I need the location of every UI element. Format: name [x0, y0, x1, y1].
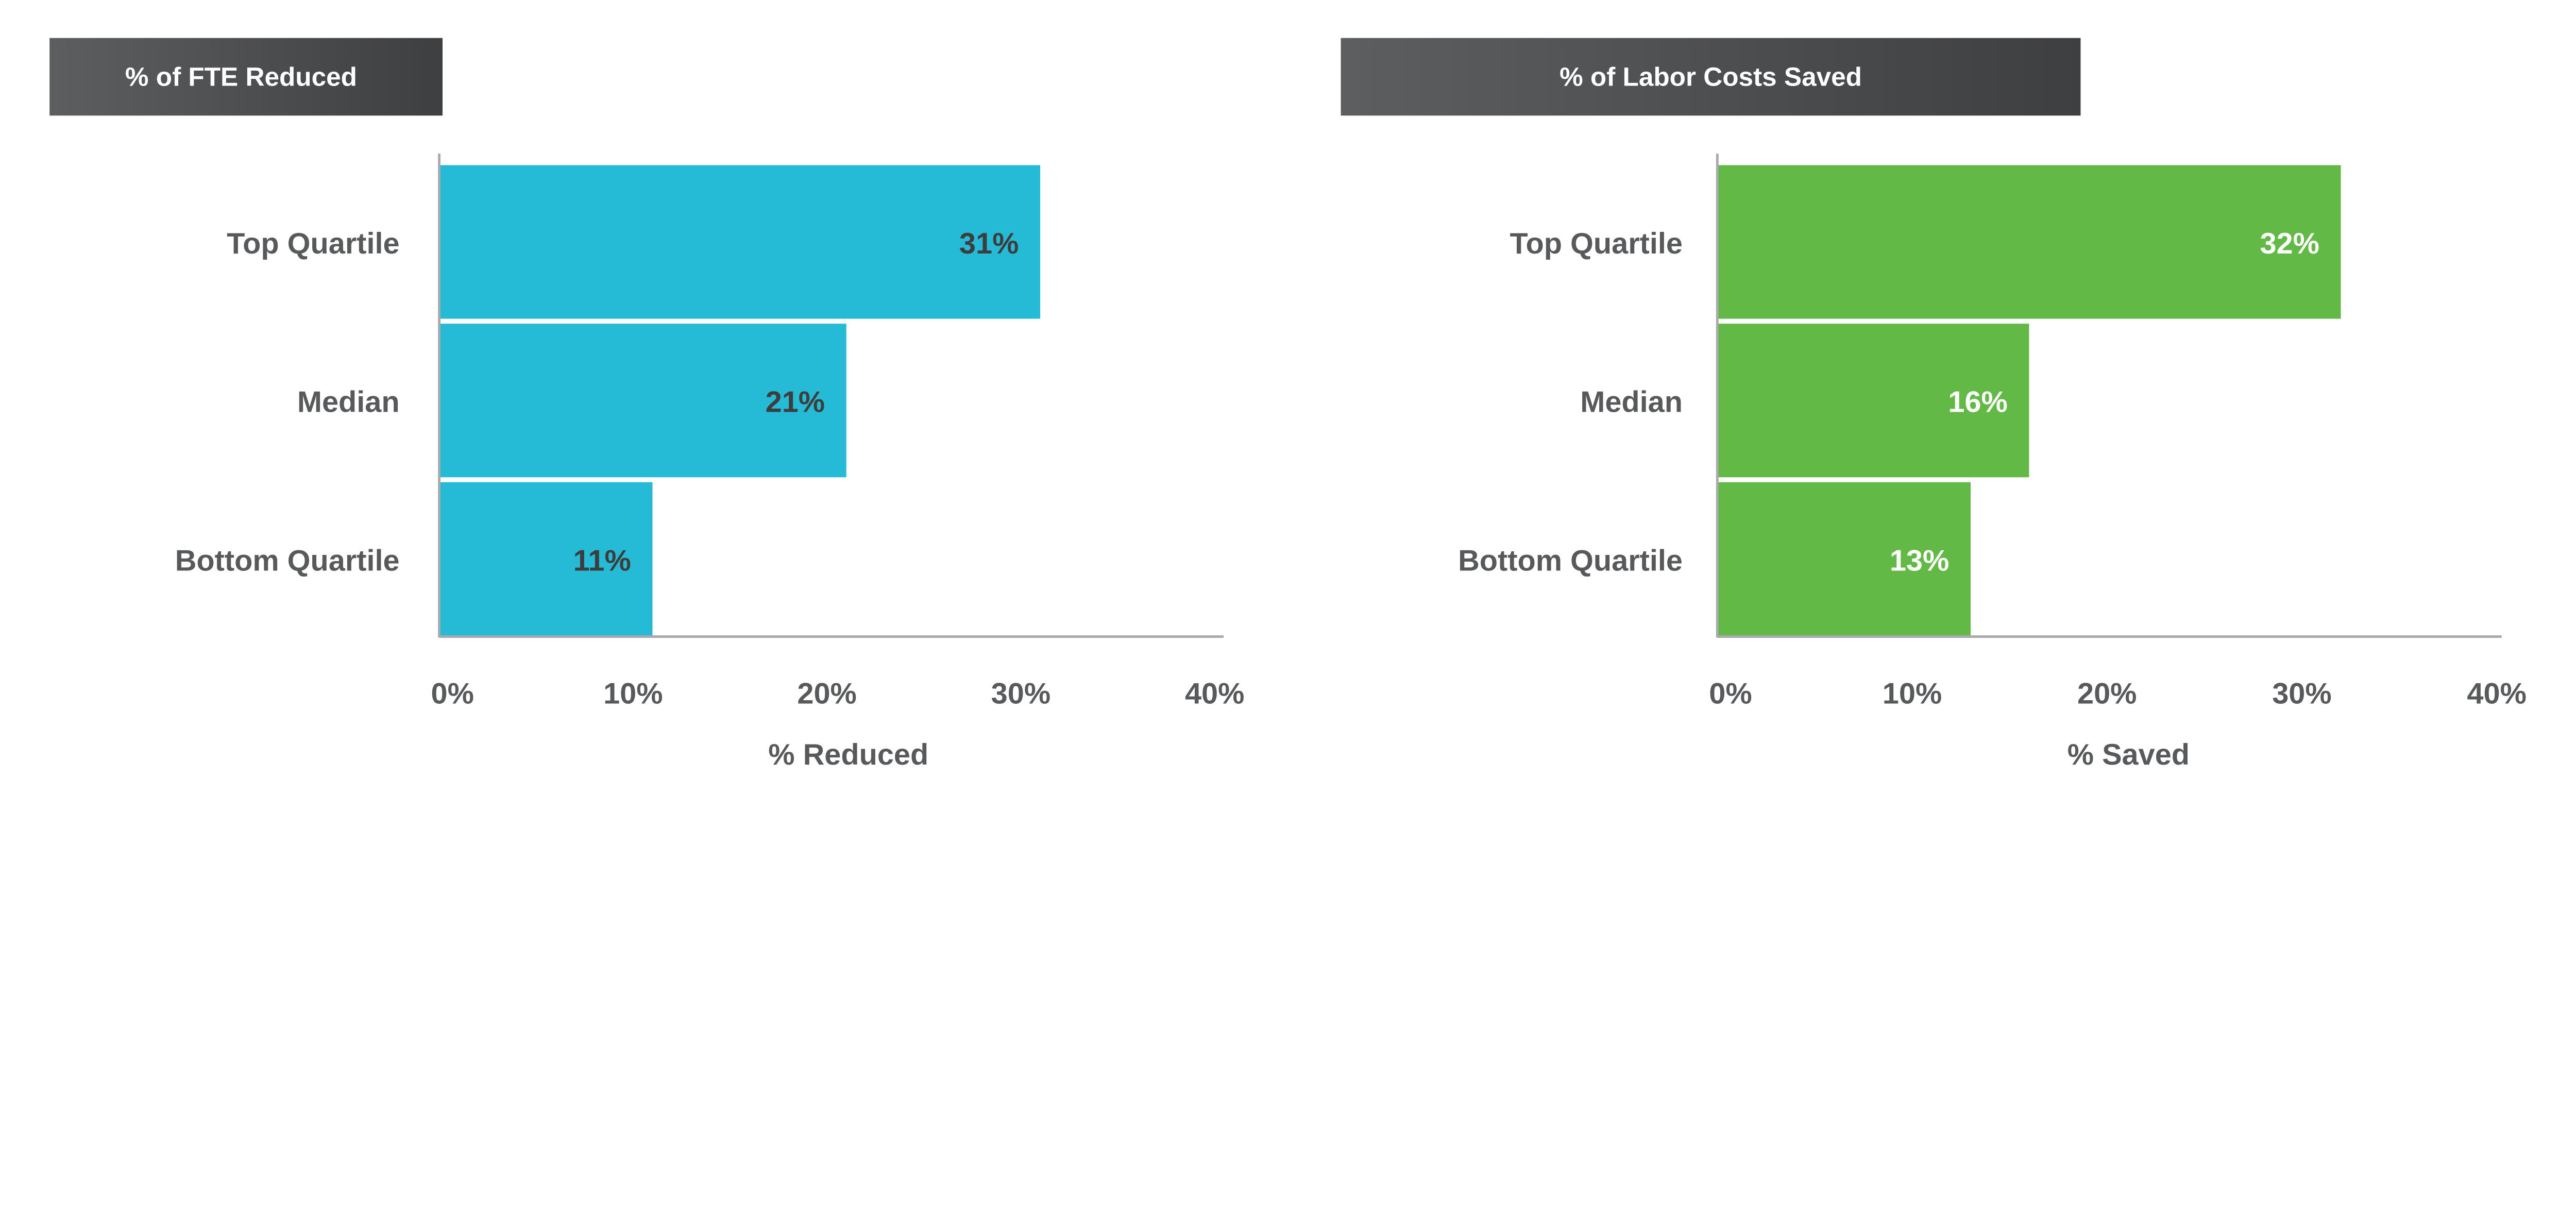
x-tick-label: 20% — [797, 677, 856, 710]
data-label: 13% — [1890, 544, 1949, 577]
chart-panel-2: % of Labor Costs Saved 32% Top Quartile 16%… — [1341, 38, 2527, 771]
chart-title: % of Labor Costs Saved — [1560, 62, 1862, 92]
x-tick-label: 10% — [603, 677, 663, 710]
chart-panel-1: % of FTE Reduced 31% Top Quartile 21% Median… — [49, 38, 1244, 771]
category-label: Bottom Quartile — [1458, 544, 1683, 577]
chart-title: % of FTE Reduced — [125, 62, 357, 92]
x-tick-label: 30% — [991, 677, 1050, 710]
data-label: 21% — [766, 386, 825, 419]
x-tick-label: 10% — [1883, 677, 1942, 710]
data-label: 31% — [959, 227, 1019, 260]
category-label: Bottom Quartile — [175, 544, 400, 577]
x-tick-label: 0% — [1709, 677, 1752, 710]
category-label: Top Quartile — [227, 227, 399, 260]
bar — [1717, 324, 2029, 478]
data-label: 11% — [573, 544, 631, 577]
title-box — [1341, 38, 2081, 116]
bar — [439, 482, 653, 636]
category-label: Median — [1580, 386, 1683, 419]
x-tick-label: 30% — [2272, 677, 2331, 710]
data-label: 32% — [2260, 227, 2319, 260]
x-tick-label: 0% — [431, 677, 474, 710]
x-axis-title: % Reduced — [768, 738, 928, 771]
x-axis-title: % Saved — [2067, 738, 2190, 771]
bar — [1717, 482, 1971, 636]
category-label: Top Quartile — [1510, 227, 1683, 260]
bar — [1717, 165, 2341, 319]
title-box — [49, 38, 443, 116]
category-label: Median — [297, 386, 400, 419]
data-label: 16% — [1948, 386, 2007, 419]
bar — [439, 324, 846, 478]
x-tick-label: 20% — [2077, 677, 2137, 710]
chart-canvas: % of FTE Reduced 31% Top Quartile 21% Median… — [49, 38, 2527, 771]
bar — [439, 165, 1041, 319]
x-tick-label: 40% — [2467, 677, 2526, 710]
x-tick-label: 40% — [1185, 677, 1244, 710]
